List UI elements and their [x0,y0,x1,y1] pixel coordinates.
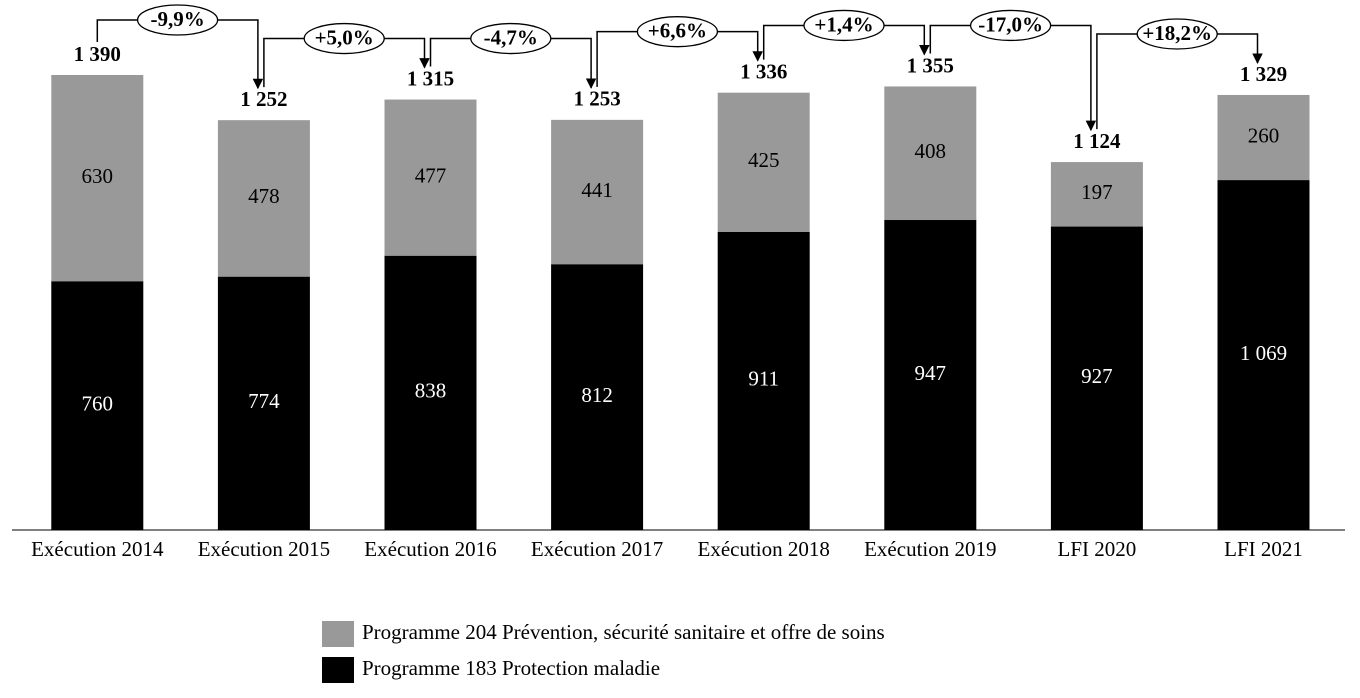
value-label: 774 [248,389,280,413]
bar-segment [1217,180,1310,530]
bar-segment [1217,94,1310,181]
total-label: 1 329 [1240,62,1287,86]
value-label: 812 [581,383,613,407]
change-oval [803,9,885,42]
x-tick-label: LFI 2020 [1058,537,1137,561]
x-tick-label: LFI 2021 [1224,537,1303,561]
x-tick-label: Exécution 2018 [698,537,830,561]
x-tick-label: Exécution 2017 [531,537,663,561]
bar-segment [384,255,477,530]
change-label: -9,9% [150,7,204,31]
total-label: 1 390 [74,42,121,66]
value-label: 478 [248,184,280,208]
bar-segment [884,220,977,530]
change-label: +1,4% [814,12,873,36]
change-oval [636,16,719,48]
value-label: 927 [1081,364,1113,388]
value-label: 760 [82,391,114,415]
legend-label: Programme 204 Prévention, sécurité sanit… [362,620,885,644]
value-label: 838 [415,379,447,403]
x-tick-label: Exécution 2019 [864,537,996,561]
change-oval [1136,18,1218,50]
x-tick-label: Exécution 2014 [31,537,164,561]
x-tick-label: Exécution 2016 [364,537,496,561]
bar-segment [217,120,310,277]
value-label: 260 [1248,123,1280,147]
bar-segment [1050,226,1143,530]
change-label: -4,7% [484,25,538,49]
bar-segment [1050,162,1143,227]
bar-segment [384,99,477,256]
total-label: 1 252 [240,87,287,111]
value-label: 911 [748,367,779,391]
total-label: 1 253 [573,87,620,111]
value-label: 408 [915,139,947,163]
value-label: 197 [1081,180,1113,204]
value-label: 947 [915,361,947,385]
legend-label: Programme 183 Protection maladie [362,656,660,680]
total-label: 1 315 [407,66,454,90]
change-label: -17,0% [978,12,1043,36]
value-label: 477 [415,163,447,187]
total-label: 1 355 [907,53,954,77]
bar-segment [217,276,310,530]
change-label: +5,0% [315,25,374,49]
bar-segment [51,281,144,530]
legend-swatch [322,657,354,683]
change-oval [136,4,219,36]
value-label: 441 [581,178,613,202]
change-oval [303,22,385,55]
change-label: +18,2% [1142,21,1212,45]
change-label: +6,6% [648,18,707,42]
bar-segment [717,92,810,232]
change-oval [969,9,1052,42]
x-tick-label: Exécution 2015 [198,537,330,561]
change-oval [470,22,552,55]
bar-segment [884,86,977,221]
total-label: 1 124 [1073,129,1121,153]
total-label: 1 336 [740,59,787,83]
bar-segment [717,231,810,530]
value-label: 1 069 [1240,341,1287,365]
legend-swatch [322,621,354,647]
bar-segment [551,119,644,265]
value-label: 630 [82,164,114,188]
value-label: 425 [748,148,780,172]
bar-segment [51,75,144,282]
bar-segment [551,264,644,530]
